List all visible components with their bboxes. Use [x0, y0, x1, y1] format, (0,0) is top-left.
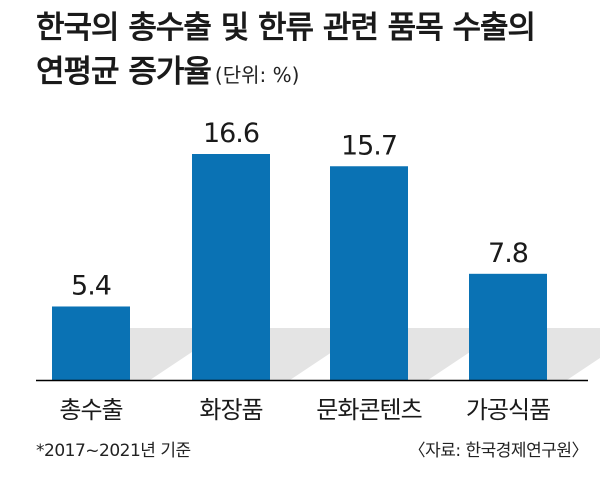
- bar-1: [192, 154, 270, 380]
- value-label-3: 7.8: [488, 238, 528, 269]
- chart-title: 한국의 총수출 및 한류 관련 품목 수출의 연평균 증가율 (단위: %): [36, 6, 536, 97]
- value-label-0: 5.4: [71, 270, 111, 301]
- value-label-1: 16.6: [203, 118, 259, 149]
- footnote: *2017~2021년 기준: [36, 441, 191, 461]
- unit-label: (단위: %): [214, 63, 300, 87]
- bar-0: [52, 306, 130, 380]
- title-line-2-text: 연평균 증가율: [36, 54, 212, 90]
- bar-3: [469, 273, 547, 380]
- bar-2: [330, 166, 408, 380]
- category-label-3: 가공식품: [466, 396, 550, 424]
- source-credit: 〈자료: 한국경제연구원〉: [408, 441, 589, 461]
- title-line-1: 한국의 총수출 및 한류 관련 품목 수출의: [36, 10, 536, 46]
- category-label-1: 화장품: [199, 396, 262, 424]
- category-label-0: 총수출: [59, 396, 122, 424]
- title-line-2: 연평균 증가율 (단위: %): [36, 50, 535, 97]
- value-label-2: 15.7: [341, 130, 397, 161]
- category-label-2: 문화콘텐츠: [316, 396, 421, 424]
